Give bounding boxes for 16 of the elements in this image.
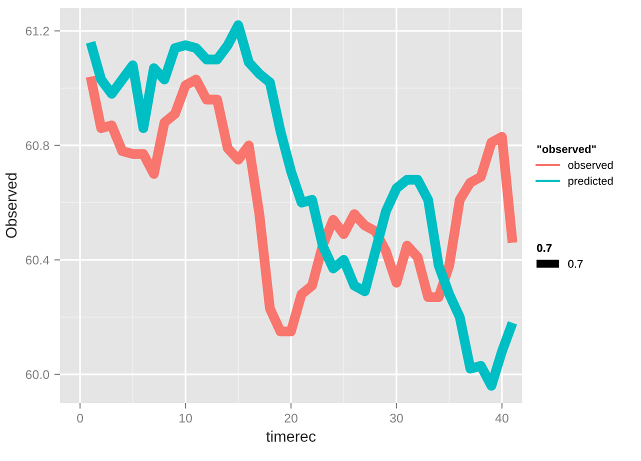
y-tick-label: 60.4 — [26, 256, 50, 265]
y-axis-title: Observed — [5, 173, 17, 238]
y-tick-label: 60.8 — [26, 141, 50, 150]
legend-label: observed — [568, 160, 613, 169]
text: 0.7 — [537, 244, 552, 252]
x-tick-label: 0 — [77, 414, 84, 423]
legend-label: predicted — [568, 176, 613, 188]
x-axis-title: timerec — [266, 430, 316, 442]
legend-title: "observed" — [537, 144, 596, 154]
x-tick-label: 40 — [495, 414, 508, 423]
y-tick-label: 61.2 — [26, 26, 49, 36]
x-tick-label: 30 — [390, 414, 403, 423]
x-tick-label: 20 — [284, 414, 298, 423]
text: 0.7 — [568, 260, 583, 268]
x-tick-label: 10 — [180, 414, 192, 423]
y-tick-label: 60.0 — [26, 370, 50, 380]
